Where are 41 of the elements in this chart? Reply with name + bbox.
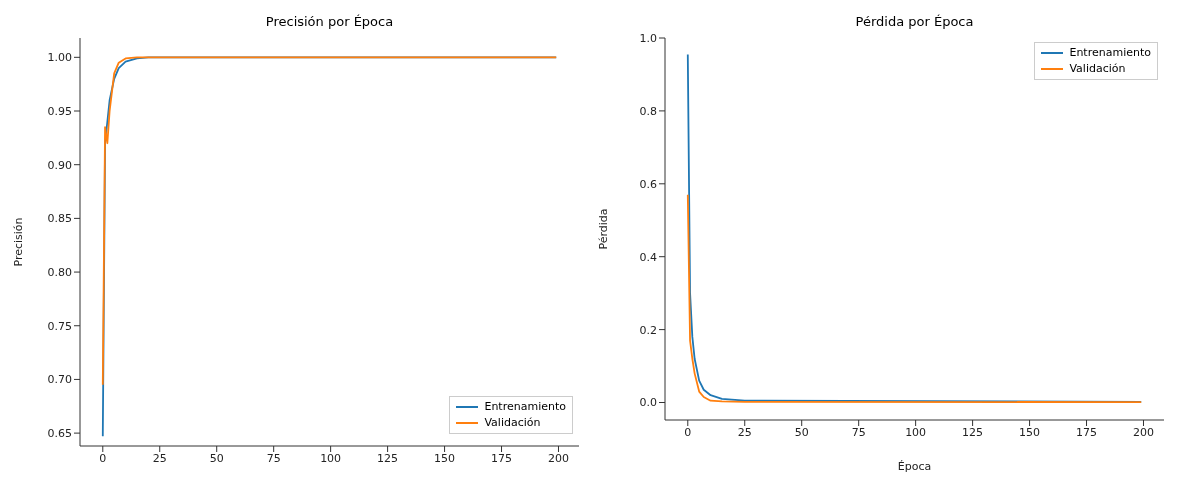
y-tick-label: 0.8 <box>639 104 657 118</box>
x-tick-label: 75 <box>851 425 866 439</box>
legend-label: Validación <box>1069 61 1126 77</box>
x-tick-label: 50 <box>794 425 809 439</box>
chart-title: Pérdida por Época <box>854 14 975 29</box>
x-tick-label: 50 <box>209 451 224 465</box>
x-tick-label: 75 <box>266 451 281 465</box>
x-tick-label: 150 <box>434 451 456 465</box>
x-axis-title: Época <box>897 460 932 473</box>
x-tick-label: 175 <box>1076 425 1098 439</box>
legend-label: Entrenamiento <box>1069 45 1151 61</box>
y-axis-title: Pérdida <box>596 208 610 250</box>
x-tick-label: 150 <box>1019 425 1041 439</box>
x-tick-label: 175 <box>491 451 513 465</box>
y-tick-label: 1.0 <box>639 31 657 45</box>
x-tick-label: 125 <box>962 425 984 439</box>
y-tick-label: 0.65 <box>47 427 72 441</box>
x-tick-label: 200 <box>1132 425 1154 439</box>
y-tick-label: 0.80 <box>47 265 72 279</box>
y-tick-label: 0.95 <box>47 104 72 118</box>
x-tick-label: 200 <box>547 451 569 465</box>
y-tick-label: 0.0 <box>639 396 657 410</box>
y-tick-label: 0.2 <box>639 323 657 337</box>
x-tick-label: 25 <box>737 425 752 439</box>
y-tick-label: 0.90 <box>47 158 72 172</box>
x-tick-label: 25 <box>152 451 167 465</box>
x-tick-label: 0 <box>99 451 107 465</box>
y-tick-label: 0.6 <box>639 177 657 191</box>
x-tick-label: 100 <box>905 425 927 439</box>
y-tick-label: 0.75 <box>47 319 72 333</box>
y-axis-title: Precisión <box>11 217 25 267</box>
y-tick-label: 0.4 <box>639 250 657 264</box>
y-tick-label: 0.85 <box>47 212 72 226</box>
x-tick-label: 0 <box>684 425 692 439</box>
y-tick-label: 1.00 <box>47 51 72 65</box>
x-tick-label: 125 <box>377 451 399 465</box>
chart-title: Precisión por Época <box>264 14 395 29</box>
legend-label: Validación <box>484 415 541 431</box>
y-tick-label: 0.70 <box>47 373 72 387</box>
x-tick-label: 100 <box>320 451 342 465</box>
legend-label: Entrenamiento <box>484 399 566 415</box>
